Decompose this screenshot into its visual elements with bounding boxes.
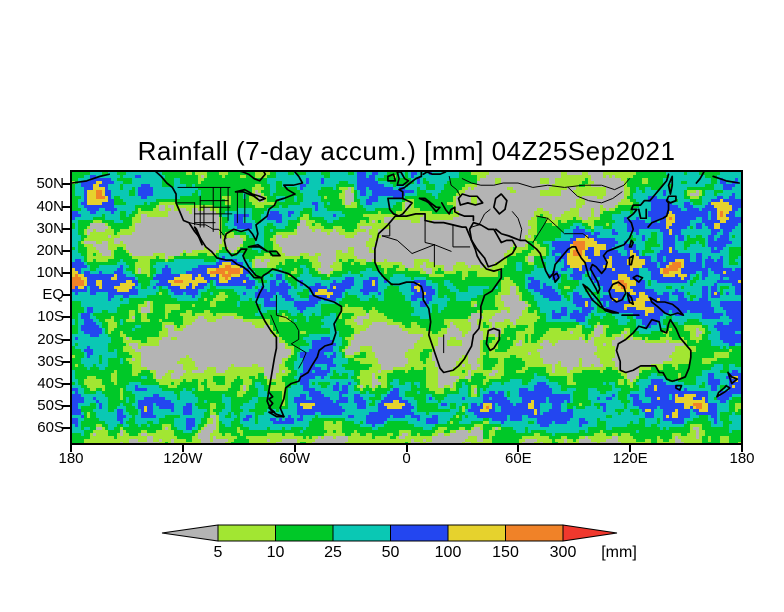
colorbar-tick-label: 5 (213, 544, 223, 561)
colorbar-segment (505, 524, 564, 542)
lon-tick-label: 60E (504, 450, 532, 467)
lon-tick-mark (741, 445, 743, 452)
chart-title: Rainfall (7-day accum.) [mm] 04Z25Sep202… (137, 136, 676, 166)
lat-tick-label: 40N (36, 197, 64, 215)
colorbar-tick-label: 300 (549, 544, 577, 561)
lat-tick-mark (62, 360, 70, 363)
lon-tick-mark (181, 445, 184, 452)
rainfall-heatmap-canvas (72, 172, 741, 443)
lon-tick-mark (293, 445, 296, 452)
lat-tick-mark (62, 383, 70, 386)
lat-tick-mark (62, 272, 70, 275)
lat-tick-mark (62, 316, 70, 319)
lat-tick-label: EQ (42, 286, 64, 304)
lat-tick-label: 20N (36, 241, 64, 259)
lat-tick-mark (62, 249, 70, 252)
colorbar-tick-label: 150 (492, 544, 519, 561)
colorbar-segment (447, 524, 506, 542)
colorbar-above-max-arrow (562, 524, 618, 542)
lat-tick-mark (62, 227, 70, 230)
colorbar-tick-label: 10 (266, 544, 285, 561)
lat-tick-label: 30S (37, 352, 64, 370)
lat-tick-mark (62, 338, 70, 341)
colorbar-segment (217, 524, 276, 542)
colorbar-unit-label: [mm] (601, 544, 637, 561)
lon-tick-mark (70, 445, 72, 452)
lat-tick-label: 10N (36, 264, 64, 282)
lon-tick-mark (517, 445, 520, 452)
colorbar-segment (390, 524, 449, 542)
colorbar-tick-label: 25 (324, 544, 342, 561)
lon-tick-label: 120W (163, 450, 203, 467)
lat-tick-label: 60S (37, 419, 64, 437)
colorbar-below-min-arrow (161, 524, 219, 542)
lat-tick-mark (62, 205, 70, 208)
lon-tick-mark (629, 445, 632, 452)
lon-tick-label: 60W (279, 450, 311, 467)
colorbar-segment (275, 524, 334, 542)
colorbar-tick-label: 50 (381, 544, 400, 561)
lon-tick-mark (405, 445, 408, 452)
lat-tick-label: 10S (37, 308, 64, 326)
colorbar-legend (161, 524, 618, 542)
lon-tick-label: 120E (612, 450, 648, 467)
lat-tick-label: 50N (36, 175, 64, 193)
lon-tick-label: 180 (58, 450, 84, 467)
lat-tick-mark (62, 294, 70, 297)
colorbar-segment (332, 524, 391, 542)
lat-tick-mark (62, 183, 70, 186)
lat-tick-label: 30N (36, 219, 64, 237)
lat-tick-mark (62, 427, 70, 430)
lat-tick-mark (62, 405, 70, 408)
lat-tick-label: 20S (37, 330, 64, 348)
lon-tick-label: 0 (402, 450, 411, 467)
lat-tick-label: 50S (37, 397, 64, 415)
colorbar-tick-label: 100 (434, 544, 462, 561)
lon-tick-label: 180 (729, 450, 755, 467)
lat-tick-label: 40S (37, 375, 64, 393)
map-plot-area (70, 170, 743, 445)
